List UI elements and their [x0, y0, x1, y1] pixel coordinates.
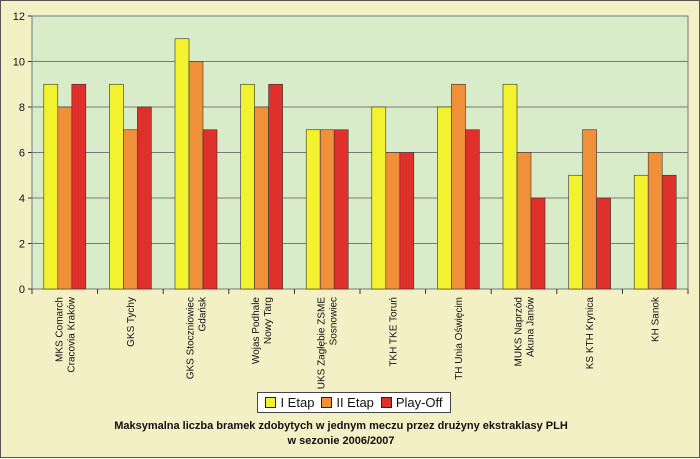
x-tick-label: KS KTH Krynica: [585, 297, 596, 370]
bar: [516, 152, 532, 290]
bar: [633, 174, 649, 290]
y-tick-label: 6: [19, 148, 25, 160]
bar: [647, 152, 663, 290]
legend-item-ii-etap: II Etap: [321, 395, 374, 410]
x-tick-label: TH Unia Oświęcim: [454, 297, 465, 380]
legend-swatch-ii-etap: [321, 397, 333, 408]
bar: [596, 197, 611, 290]
x-tick-label: UKS Zagłębie ZSMESosnowiec: [317, 297, 340, 390]
x-tick-label: TKH TKE Toruń: [388, 297, 399, 367]
y-tick-label: 10: [13, 57, 25, 69]
bar: [202, 129, 218, 290]
y-tick-label: 2: [19, 239, 25, 251]
y-tick-label: 8: [19, 102, 25, 114]
bar: [371, 106, 387, 290]
legend: I Etap II Etap Play-Off: [257, 392, 451, 413]
bar: [582, 129, 597, 290]
legend-item-play-off: Play-Off: [380, 395, 443, 410]
chart-title-line-1: Maksymalna liczba bramek zdobytych w jed…: [114, 420, 568, 432]
bar: [333, 129, 349, 290]
bar: [399, 152, 415, 290]
bar: [530, 197, 546, 290]
chart-title-line-2: w sezonie 2006/2007: [287, 435, 395, 447]
x-tick-label: Wojas PodhaleNowy Targ: [251, 297, 274, 365]
bar: [305, 129, 321, 290]
legend-item-i-etap: I Etap: [265, 395, 314, 410]
bar: [43, 83, 59, 290]
bar: [240, 83, 255, 290]
bar: [451, 83, 466, 290]
chart-title: Maksymalna liczba bramek zdobytych w jed…: [61, 419, 621, 449]
legend-label-i-etap: I Etap: [280, 395, 315, 410]
bar: [319, 129, 335, 290]
x-tick-label: KH Sanok: [651, 296, 662, 342]
legend-swatch-i-etap: [265, 397, 277, 408]
bar: [465, 129, 480, 290]
bar: [174, 38, 190, 290]
y-tick-label: 12: [13, 11, 25, 23]
x-tick-label: MUKS NaprzódAkuna Janów: [514, 296, 537, 366]
x-tick-label: MKS ComarchCracovia Kraków: [54, 296, 77, 372]
legend-swatch-play-off: [380, 397, 392, 408]
bar: [123, 129, 138, 290]
legend-label-ii-etap: II Etap: [336, 395, 374, 410]
x-tick-label: GKS Tychy: [126, 297, 137, 347]
bar: [137, 106, 152, 290]
bar: [57, 106, 73, 290]
bar: [268, 83, 283, 290]
bar: [502, 83, 518, 290]
bar: [188, 61, 204, 290]
bar: [568, 174, 583, 290]
y-tick-label: 0: [19, 284, 25, 296]
bar: [437, 106, 452, 290]
x-tick-label: GKS StoczniowiecGdańsk: [186, 296, 209, 379]
bar: [661, 174, 677, 290]
y-tick-label: 4: [19, 193, 25, 205]
bar: [385, 152, 401, 290]
bar: [254, 106, 269, 290]
legend-label-play-off: Play-Off: [395, 395, 443, 410]
bar: [71, 83, 87, 290]
bar: [109, 83, 124, 290]
